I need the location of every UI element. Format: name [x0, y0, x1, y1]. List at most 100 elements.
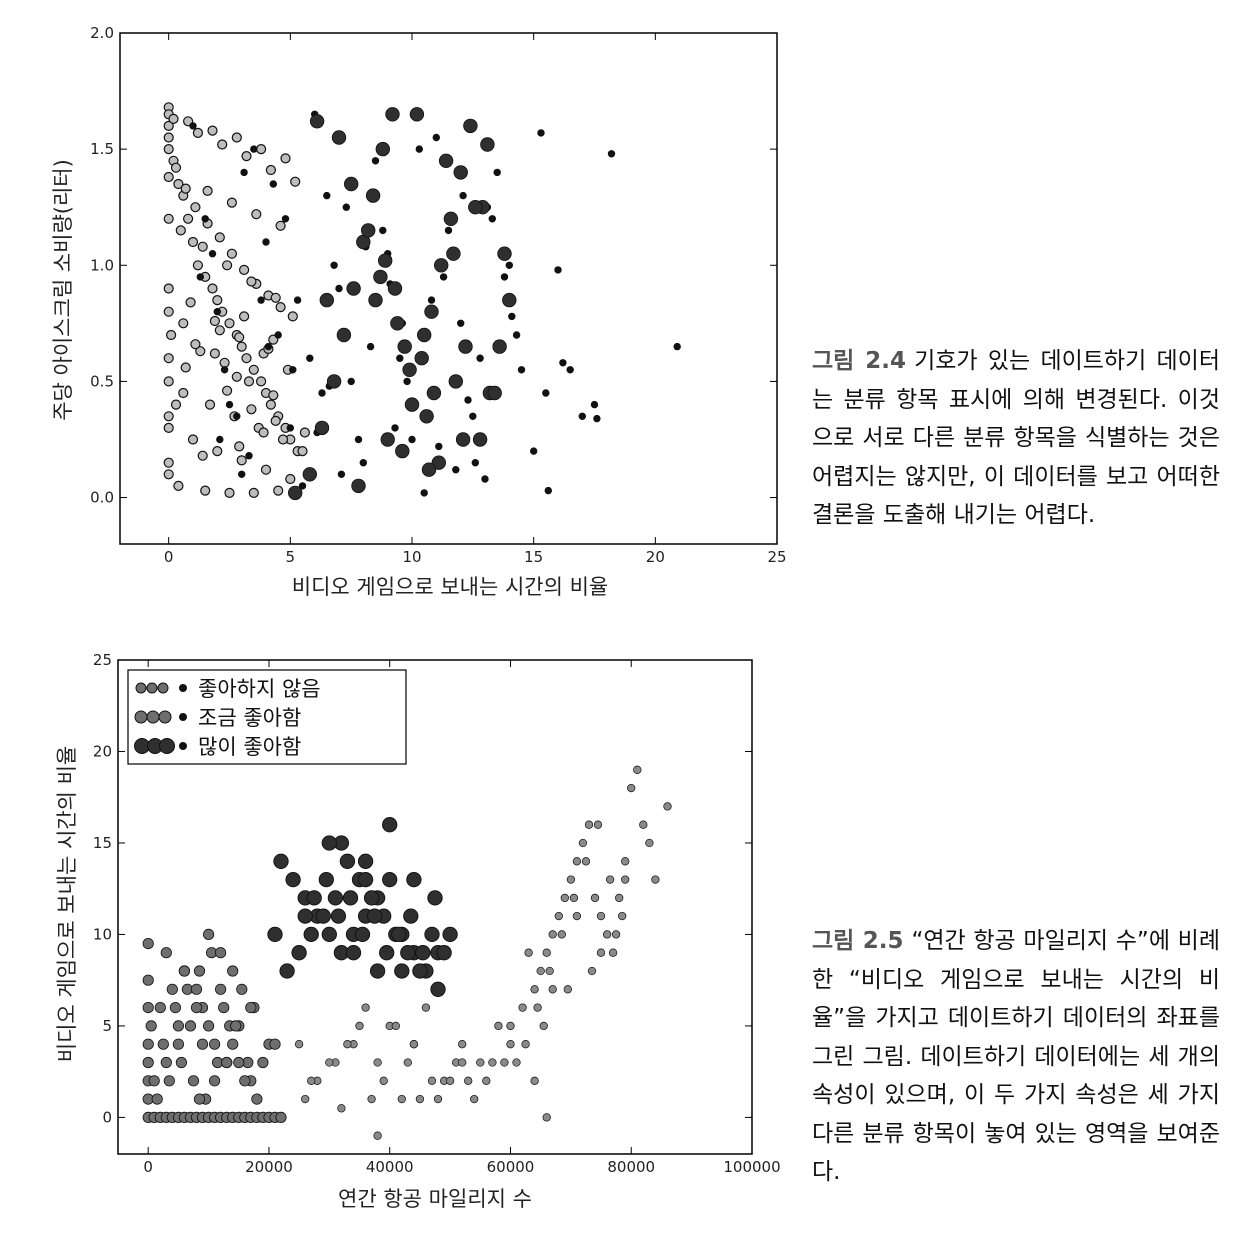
data-point [196, 273, 205, 281]
data-point [458, 1058, 467, 1067]
data-point [391, 424, 399, 432]
data-point [337, 1104, 346, 1113]
figure-2-5-caption: 그림 2.5 “연간 항공 마일리지 수”에 비례한 “비디오 게임으로 보내는 … [812, 922, 1220, 1192]
data-point [281, 215, 290, 223]
data-point [621, 857, 630, 866]
data-point [419, 409, 434, 424]
data-point [409, 1040, 419, 1049]
scatter-chart-2: 비디오 게임으로 보내는 시간의 비율 0 20000 40000 60000 8000… [55, 651, 781, 1211]
data-point [187, 434, 199, 445]
data-point [239, 264, 250, 275]
data-point [248, 364, 259, 375]
data-point [318, 871, 334, 888]
chart1-markers [163, 102, 681, 501]
data-point [163, 213, 174, 224]
data-point [378, 253, 393, 268]
data-point [215, 983, 227, 995]
data-point [615, 893, 624, 903]
data-point [245, 452, 253, 460]
data-point [330, 261, 338, 269]
data-point [545, 966, 554, 976]
data-point [190, 339, 201, 350]
data-point [169, 1001, 181, 1014]
data-point [285, 473, 296, 485]
data-point [163, 120, 174, 132]
data-point [175, 1056, 187, 1069]
data-point [424, 926, 440, 943]
data-point [560, 893, 569, 903]
data-point [397, 1094, 406, 1104]
data-point [192, 127, 203, 138]
data-point [406, 871, 422, 888]
data-point [214, 325, 225, 336]
data-point [537, 129, 545, 137]
chart2-x-axis-label: 연간 항공 마일리지 수 [338, 1187, 532, 1211]
data-point [172, 1038, 184, 1050]
data-point [548, 930, 557, 939]
chart2-markers [142, 765, 672, 1140]
data-point [231, 132, 242, 143]
data-point [251, 1093, 263, 1105]
data-point [240, 168, 248, 177]
data-point [584, 820, 594, 829]
data-point [163, 144, 174, 155]
data-point [142, 974, 154, 986]
data-point [476, 1058, 485, 1067]
data-point [424, 304, 439, 319]
data-point [420, 489, 428, 497]
data-point [290, 176, 301, 187]
data-point [203, 1020, 215, 1032]
data-point [357, 871, 374, 888]
data-point [151, 1093, 163, 1105]
data-point [265, 164, 276, 176]
data-point [448, 374, 464, 389]
data-point [354, 926, 371, 943]
data-point [412, 963, 428, 979]
y-tick-label: 2.0 [90, 24, 114, 42]
data-point [431, 455, 447, 470]
data-point [566, 366, 574, 374]
data-point [195, 346, 206, 357]
data-point [382, 817, 398, 833]
data-point [201, 215, 209, 223]
data-point [427, 1076, 437, 1085]
data-point [633, 765, 642, 774]
data-point [455, 432, 471, 447]
data-point [245, 1001, 257, 1014]
data-point [227, 965, 239, 977]
data-point [243, 376, 255, 387]
data-point [193, 1093, 206, 1105]
data-point [415, 945, 431, 961]
data-point [236, 455, 247, 466]
data-point [427, 296, 436, 304]
data-point [286, 424, 294, 432]
data-point [163, 353, 174, 364]
data-point [524, 948, 533, 957]
data-point [323, 191, 331, 200]
data-point [326, 374, 342, 389]
data-point [273, 485, 284, 496]
data-point [371, 157, 380, 165]
chart2-y-axis-label: 비디오 게임으로 보내는 시간의 비율 [55, 746, 79, 1063]
data-point [572, 857, 582, 866]
data-point [142, 1001, 154, 1014]
data-point [468, 199, 483, 215]
data-point [297, 446, 308, 457]
data-point [209, 348, 220, 359]
data-point [373, 1058, 382, 1067]
data-point [170, 162, 182, 173]
data-point [148, 1075, 160, 1087]
data-point [453, 165, 468, 180]
data-point [200, 485, 211, 496]
data-point [344, 176, 359, 192]
y-tick-label: 0 [102, 1108, 112, 1126]
data-point [403, 908, 419, 924]
data-point [351, 478, 366, 494]
legend-label-2: 조금 좋아함 [198, 706, 301, 730]
data-point [557, 930, 566, 939]
data-point [302, 467, 318, 482]
data-point [506, 1021, 515, 1031]
data-point [217, 139, 228, 150]
data-point [518, 1003, 527, 1012]
data-point [224, 318, 235, 329]
